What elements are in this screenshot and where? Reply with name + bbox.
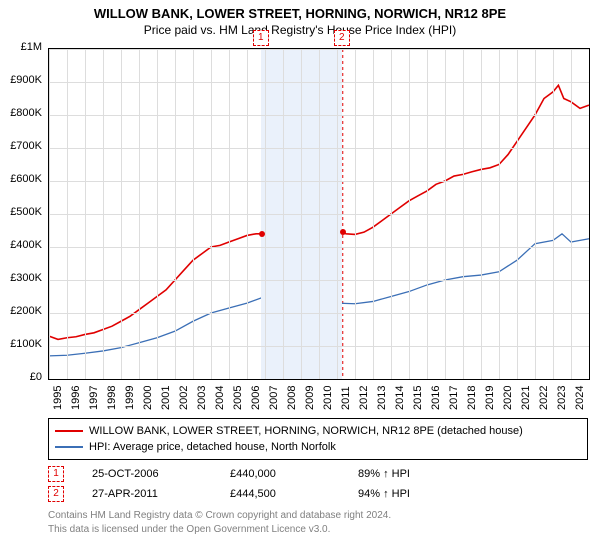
gridline-v xyxy=(373,49,374,379)
plot-area xyxy=(48,48,590,380)
sale-pct: 89% ↑ HPI xyxy=(358,468,410,480)
xtick-label: 2016 xyxy=(430,386,442,410)
event-marker: 2 xyxy=(334,30,350,46)
sale-row: 1 25-OCT-2006 £440,000 89% ↑ HPI xyxy=(48,464,410,484)
ytick-label: £300K xyxy=(2,272,42,284)
ytick-label: £400K xyxy=(2,239,42,251)
xtick-label: 2020 xyxy=(502,386,514,410)
gridline-v xyxy=(445,49,446,379)
xtick-label: 2006 xyxy=(250,386,262,410)
sale-marker: 2 xyxy=(48,486,64,502)
legend-label: HPI: Average price, detached house, Nort… xyxy=(89,441,336,453)
gridline-v xyxy=(265,49,266,379)
xtick-label: 2015 xyxy=(412,386,424,410)
xtick-label: 1998 xyxy=(106,386,118,410)
gridline-v xyxy=(121,49,122,379)
gridline-v xyxy=(553,49,554,379)
ytick-label: £800K xyxy=(2,107,42,119)
ytick-label: £500K xyxy=(2,206,42,218)
footer-line-1: Contains HM Land Registry data © Crown c… xyxy=(48,510,391,521)
xtick-label: 2012 xyxy=(358,386,370,410)
gridline-v xyxy=(193,49,194,379)
gridline-v xyxy=(427,49,428,379)
legend-swatch xyxy=(55,446,83,448)
legend-item: HPI: Average price, detached house, Nort… xyxy=(55,439,581,455)
gridline-v xyxy=(139,49,140,379)
gridline-v xyxy=(211,49,212,379)
xtick-label: 2009 xyxy=(304,386,316,410)
gridline-v xyxy=(175,49,176,379)
gridline-v xyxy=(301,49,302,379)
gridline-v xyxy=(283,49,284,379)
xtick-label: 2004 xyxy=(214,386,226,410)
xtick-label: 1996 xyxy=(70,386,82,410)
gridline-v xyxy=(571,49,572,379)
xtick-label: 2008 xyxy=(286,386,298,410)
legend-swatch xyxy=(55,430,83,432)
gridline-v xyxy=(463,49,464,379)
titles: WILLOW BANK, LOWER STREET, HORNING, NORW… xyxy=(0,0,600,37)
ytick-label: £600K xyxy=(2,173,42,185)
sale-price: £444,500 xyxy=(230,488,330,500)
sale-date: 27-APR-2011 xyxy=(92,488,202,500)
xtick-label: 2007 xyxy=(268,386,280,410)
gridline-v xyxy=(247,49,248,379)
xtick-label: 2024 xyxy=(574,386,586,410)
xtick-label: 2005 xyxy=(232,386,244,410)
xtick-label: 2010 xyxy=(322,386,334,410)
sale-pct: 94% ↑ HPI xyxy=(358,488,410,500)
ytick-label: £900K xyxy=(2,74,42,86)
gridline-v xyxy=(409,49,410,379)
legend: WILLOW BANK, LOWER STREET, HORNING, NORW… xyxy=(48,418,588,460)
gridline-v xyxy=(355,49,356,379)
chart-container: WILLOW BANK, LOWER STREET, HORNING, NORW… xyxy=(0,0,600,560)
gridline-v xyxy=(481,49,482,379)
xtick-label: 2000 xyxy=(142,386,154,410)
xtick-label: 1995 xyxy=(52,386,64,410)
chart-subtitle: Price paid vs. HM Land Registry's House … xyxy=(0,23,600,37)
sale-point xyxy=(259,231,265,237)
xtick-label: 2021 xyxy=(520,386,532,410)
gridline-v xyxy=(157,49,158,379)
legend-item: WILLOW BANK, LOWER STREET, HORNING, NORW… xyxy=(55,423,581,439)
gridline-v xyxy=(499,49,500,379)
gridline-v xyxy=(103,49,104,379)
gridline-v xyxy=(229,49,230,379)
sales-table: 1 25-OCT-2006 £440,000 89% ↑ HPI 2 27-APR-201… xyxy=(48,464,410,504)
ytick-label: £700K xyxy=(2,140,42,152)
gridline-v xyxy=(391,49,392,379)
footer-line-2: This data is licensed under the Open Gov… xyxy=(48,524,330,535)
xtick-label: 2001 xyxy=(160,386,172,410)
xtick-label: 2018 xyxy=(466,386,478,410)
xtick-label: 1999 xyxy=(124,386,136,410)
sale-marker: 1 xyxy=(48,466,64,482)
gridline-v xyxy=(85,49,86,379)
gridline-v xyxy=(319,49,320,379)
ytick-label: £200K xyxy=(2,305,42,317)
sale-date: 25-OCT-2006 xyxy=(92,468,202,480)
xtick-label: 2019 xyxy=(484,386,496,410)
xtick-label: 2003 xyxy=(196,386,208,410)
gridline-v xyxy=(49,49,50,379)
xtick-label: 2014 xyxy=(394,386,406,410)
ytick-label: £1M xyxy=(2,41,42,53)
xtick-label: 2022 xyxy=(538,386,550,410)
sale-row: 2 27-APR-2011 £444,500 94% ↑ HPI xyxy=(48,484,410,504)
chart-title: WILLOW BANK, LOWER STREET, HORNING, NORW… xyxy=(0,6,600,21)
xtick-label: 2023 xyxy=(556,386,568,410)
gridline-v xyxy=(535,49,536,379)
xtick-label: 1997 xyxy=(88,386,100,410)
sale-price: £440,000 xyxy=(230,468,330,480)
event-marker: 1 xyxy=(253,30,269,46)
legend-label: WILLOW BANK, LOWER STREET, HORNING, NORW… xyxy=(89,425,523,437)
gridline-v xyxy=(517,49,518,379)
gridline-v xyxy=(67,49,68,379)
xtick-label: 2017 xyxy=(448,386,460,410)
ytick-label: £100K xyxy=(2,338,42,350)
xtick-label: 2013 xyxy=(376,386,388,410)
xtick-label: 2002 xyxy=(178,386,190,410)
ytick-label: £0 xyxy=(2,371,42,383)
gridline-v xyxy=(337,49,338,379)
xtick-label: 2011 xyxy=(340,386,352,410)
